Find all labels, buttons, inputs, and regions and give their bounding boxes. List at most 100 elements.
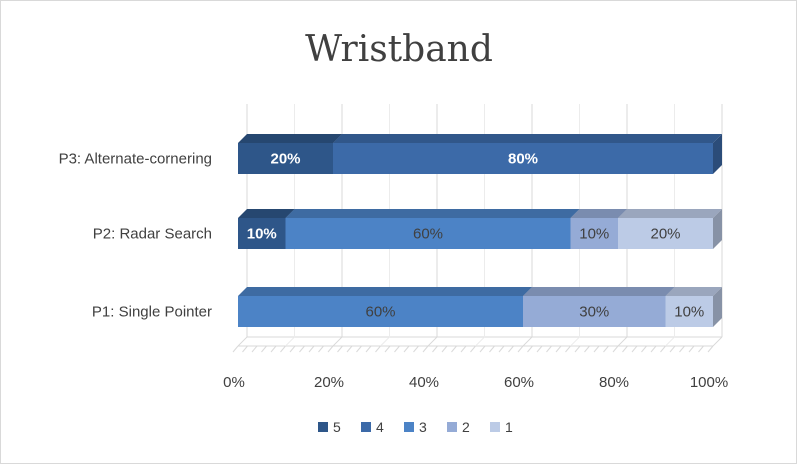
floor-hatch	[604, 346, 609, 352]
floor-gridline-major	[428, 337, 437, 346]
x-tick-label: 80%	[599, 374, 629, 391]
x-tick-label: 60%	[504, 374, 534, 391]
floor-hatch	[680, 346, 685, 352]
bar-top-face	[523, 287, 675, 296]
floor-gridline-major	[713, 337, 722, 346]
floor-hatch	[632, 346, 637, 352]
floor-hatch	[537, 346, 542, 352]
floor-hatch	[613, 346, 618, 352]
floor-hatch	[661, 346, 666, 352]
floor-hatch	[233, 346, 238, 352]
floor-hatch	[670, 346, 675, 352]
data-label: 10%	[579, 226, 609, 243]
floor-hatch	[708, 346, 713, 352]
legend-swatch	[447, 422, 457, 432]
x-tick-label: 20%	[314, 374, 344, 391]
category-label: P1: Single Pointer	[92, 304, 212, 321]
data-label: 60%	[413, 226, 443, 243]
bar-top-face	[238, 134, 342, 143]
data-label: 10%	[247, 226, 277, 243]
x-tick-label: 0%	[223, 374, 245, 391]
floor-hatch	[623, 346, 628, 352]
floor-hatch	[309, 346, 314, 352]
category-label: P3: Alternate-cornering	[59, 151, 212, 168]
floor-hatch	[328, 346, 333, 352]
legend-swatch	[318, 422, 328, 432]
x-tick-label: 100%	[690, 374, 728, 391]
floor-gridline-minor	[286, 337, 295, 346]
floor-hatch	[262, 346, 267, 352]
floor-hatch	[452, 346, 457, 352]
floor-hatch	[319, 346, 324, 352]
floor-hatch	[490, 346, 495, 352]
legend-item-series-5: 5	[318, 419, 341, 435]
data-label: 10%	[674, 304, 704, 321]
floor-hatch	[509, 346, 514, 352]
legend-label: 1	[505, 419, 513, 435]
value-axis: 0% 20% 40% 60% 80% 100%	[223, 374, 728, 391]
floor-gridline-minor	[476, 337, 485, 346]
floor-hatch	[585, 346, 590, 352]
floor-hatch	[243, 346, 248, 352]
floor-gridline-major	[523, 337, 532, 346]
floor-hatch	[471, 346, 476, 352]
bar-top-face	[238, 209, 295, 218]
data-label: 20%	[270, 151, 300, 168]
data-label: 60%	[365, 304, 395, 321]
floor-hatch	[281, 346, 286, 352]
legend-label: 2	[462, 419, 470, 435]
floor-hatch	[357, 346, 362, 352]
floor-hatch	[575, 346, 580, 352]
floor-hatch	[566, 346, 571, 352]
floor-hatch	[423, 346, 428, 352]
floor-hatch	[689, 346, 694, 352]
floor-gridline-major	[618, 337, 627, 346]
floor-hatch	[300, 346, 305, 352]
floor-gridline-minor	[571, 337, 580, 346]
bar-top-face	[666, 287, 723, 296]
floor-hatch	[556, 346, 561, 352]
legend-item-series-2: 2	[447, 419, 470, 435]
bars-layer: 60% 30% 10% 10% 60% 10% 20% 20% 80%	[238, 134, 722, 327]
legend-item-series-1: 1	[490, 419, 513, 435]
legend-item-series-4: 4	[361, 419, 384, 435]
floor-hatch	[528, 346, 533, 352]
floor-hatch	[518, 346, 523, 352]
data-label: 80%	[508, 151, 538, 168]
legend-item-series-3: 3	[404, 419, 427, 435]
floor-hatch	[651, 346, 656, 352]
floor-hatch	[642, 346, 647, 352]
floor-hatch	[480, 346, 485, 352]
floor-hatch	[547, 346, 552, 352]
bar-top-face	[286, 209, 580, 218]
data-label: 20%	[650, 226, 680, 243]
legend-label: 4	[376, 419, 384, 435]
legend-label: 3	[419, 419, 427, 435]
floor-hatch	[385, 346, 390, 352]
legend-swatch	[404, 422, 414, 432]
floor-hatch	[499, 346, 504, 352]
chart-title: Wristband	[305, 29, 493, 70]
floor-hatch	[290, 346, 295, 352]
floor-hatch	[433, 346, 438, 352]
floor-hatch	[338, 346, 343, 352]
bar-top-face	[618, 209, 722, 218]
floor-hatch	[395, 346, 400, 352]
floor-hatch	[699, 346, 704, 352]
floor-hatch	[347, 346, 352, 352]
x-tick-label: 40%	[409, 374, 439, 391]
bar-top-face	[238, 287, 532, 296]
legend-swatch	[490, 422, 500, 432]
floor-hatch	[271, 346, 276, 352]
floor-gridline-major	[238, 337, 247, 346]
legend-swatch	[361, 422, 371, 432]
floor-hatch	[366, 346, 371, 352]
floor-hatch	[252, 346, 257, 352]
floor-hatch	[404, 346, 409, 352]
bar-top-face	[333, 134, 722, 143]
category-label: P2: Radar Search	[93, 226, 212, 243]
floor-gridline-minor	[666, 337, 675, 346]
data-label: 30%	[579, 304, 609, 321]
category-axis: P1: Single Pointer P2: Radar Search P3: Al…	[59, 151, 212, 321]
